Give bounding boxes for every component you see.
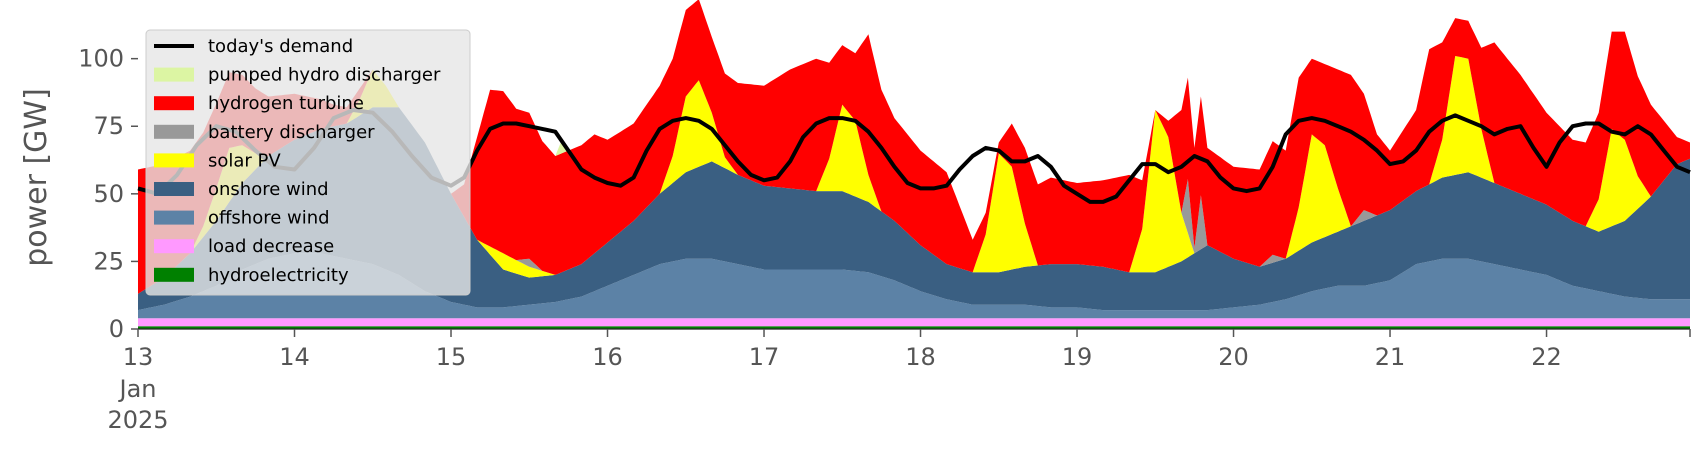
area-offshore-wind [138, 253, 1690, 319]
x-tick-label: 18 [905, 343, 936, 371]
area-hydrogen-turbine [138, 0, 1690, 294]
x-tick-label: 14 [279, 343, 310, 371]
legend-swatch [154, 267, 194, 282]
area-hydroelectricity [138, 326, 1690, 329]
legend-label: hydrogen turbine [208, 93, 364, 114]
x-tick-label: 15 [436, 343, 467, 371]
x-tick-label: 21 [1375, 343, 1406, 371]
x-tick-sublabel: Jan [118, 375, 157, 403]
legend-swatch [154, 124, 194, 139]
area-onshore-wind [138, 107, 1690, 311]
legend-label: pumped hydro discharger [208, 65, 441, 86]
y-tick-label: 50 [93, 180, 124, 208]
y-tick-label: 0 [109, 315, 124, 343]
y-tick-label: 75 [93, 112, 124, 140]
legend-label: battery discharger [208, 122, 375, 143]
y-tick-label: 100 [78, 45, 124, 73]
legend-label: hydroelectricity [208, 265, 349, 286]
legend-label: onshore wind [208, 179, 329, 200]
y-tick-label: 25 [93, 247, 124, 275]
legend-swatch [154, 239, 194, 254]
demand-line-group [137, 108, 1691, 204]
legend-swatch [154, 153, 194, 168]
legend-label: today's demand [208, 36, 353, 57]
legend-swatch [154, 210, 194, 225]
y-axis-label: power [GW] [19, 88, 54, 267]
x-tick-label: 17 [749, 343, 780, 371]
area-load-decrease [138, 318, 1690, 327]
legend-swatch [154, 182, 194, 196]
legend-swatch [154, 67, 194, 82]
chart-axes: 0 25 50 75 100 13 Jan 2025 14 15 16 17 18 19 20 21 22 pow… [19, 45, 1691, 434]
x-tick-label: 19 [1062, 343, 1093, 371]
legend-swatch [154, 96, 194, 111]
legend-label: offshore wind [208, 208, 330, 229]
area-solar-pv [138, 56, 1690, 294]
x-tick-label: 20 [1218, 343, 1249, 371]
legend-label: load decrease [208, 236, 334, 257]
x-tick-label: 13 [123, 343, 154, 371]
x-tick-sublabel: 2025 [107, 406, 168, 434]
legend-box [145, 29, 471, 296]
x-tick-label: 22 [1531, 343, 1562, 371]
x-tick-label: 16 [592, 343, 623, 371]
legend-label: solar PV [208, 150, 281, 171]
legend: today's demand pumped hydro discharger hyd… [145, 29, 471, 296]
chart-areas [138, 0, 1690, 329]
demand-line [137, 108, 1691, 204]
